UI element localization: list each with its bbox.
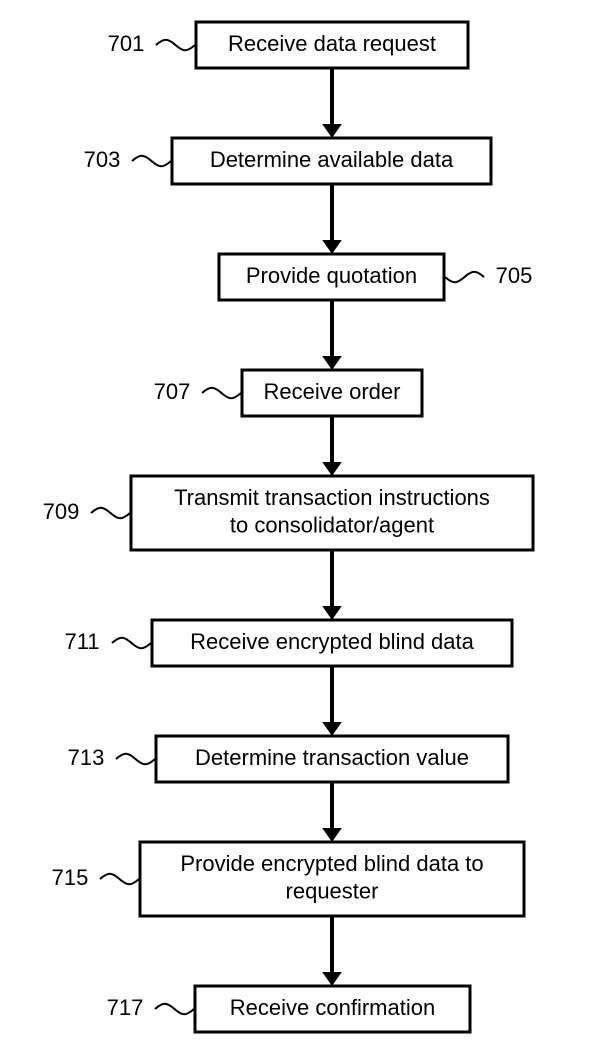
- flow-node-text: Transmit transaction instructions: [174, 485, 490, 510]
- step-number-label: 715: [52, 865, 89, 890]
- flow-node-text: Determine available data: [210, 147, 454, 172]
- step-number-label: 711: [64, 629, 99, 654]
- flow-node-text: requester: [286, 879, 379, 904]
- flow-node-text: Provide encrypted blind data to: [180, 851, 483, 876]
- step-number-label: 703: [84, 147, 121, 172]
- flow-node-text: to consolidator/agent: [230, 513, 434, 538]
- step-number-label: 713: [68, 745, 105, 770]
- flow-node-text: Determine transaction value: [195, 745, 469, 770]
- step-number-label: 717: [107, 995, 144, 1020]
- flow-node-text: Provide quotation: [246, 263, 417, 288]
- flow-node-text: Receive data request: [228, 31, 436, 56]
- step-number-label: 709: [43, 499, 80, 524]
- flow-node-text: Receive order: [264, 379, 401, 404]
- step-number-label: 705: [496, 263, 533, 288]
- flow-node-text: Receive confirmation: [230, 995, 435, 1020]
- step-number-label: 701: [108, 31, 145, 56]
- flow-node-text: Receive encrypted blind data: [190, 629, 474, 654]
- step-number-label: 707: [154, 379, 191, 404]
